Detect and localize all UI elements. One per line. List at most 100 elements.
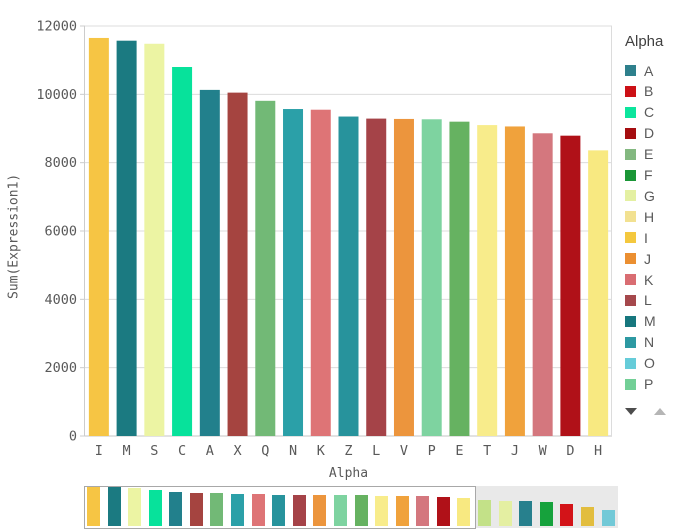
x-tick-label: A <box>206 443 214 459</box>
x-tick-label: E <box>455 443 463 459</box>
legend-label: P <box>644 376 654 390</box>
legend-item-N[interactable]: N <box>625 332 654 353</box>
legend-swatch-P <box>625 378 636 390</box>
y-tick-label: 8000 <box>44 155 77 171</box>
legend-item-J[interactable]: J <box>625 248 651 269</box>
navigator-bar <box>148 490 162 526</box>
bar-P[interactable] <box>421 119 442 437</box>
legend-swatch-B <box>625 85 636 97</box>
legend-item-P[interactable]: P <box>625 374 654 390</box>
bar-Z[interactable] <box>338 116 359 437</box>
navigator-bar <box>436 496 450 526</box>
y-tick-label: 12000 <box>36 19 77 35</box>
x-tick-label: X <box>233 443 241 459</box>
legend-item-B[interactable]: B <box>625 81 653 102</box>
navigator-bar <box>169 492 183 526</box>
navigator-bar <box>580 507 594 526</box>
bar-D[interactable] <box>560 135 581 437</box>
bar-A[interactable] <box>199 89 220 437</box>
legend-label: F <box>644 167 653 183</box>
bar-N[interactable] <box>283 109 304 437</box>
bar-J[interactable] <box>504 126 525 436</box>
x-tick-label: N <box>289 443 297 459</box>
legend-label: N <box>644 334 655 351</box>
bar-T[interactable] <box>477 125 498 436</box>
legend-scroll-up-icon[interactable] <box>654 408 666 415</box>
legend-swatch-N <box>625 336 636 348</box>
bar-M[interactable] <box>116 40 137 437</box>
bar-X[interactable] <box>227 92 248 436</box>
x-tick-label: L <box>372 443 380 459</box>
navigator-bar <box>457 498 471 526</box>
x-tick-label: P <box>428 443 436 459</box>
navigator-bar <box>87 487 100 526</box>
y-tick-label: 10000 <box>36 87 77 103</box>
navigator-bar <box>498 500 512 526</box>
legend-item-A[interactable]: A <box>625 60 653 81</box>
navigator-bar <box>231 494 245 526</box>
legend-label: A <box>644 62 654 79</box>
navigator-bar <box>107 487 121 526</box>
legend-item-E[interactable]: E <box>625 144 653 165</box>
y-tick-label: 2000 <box>44 360 77 376</box>
legend-item-D[interactable]: D <box>625 123 654 144</box>
x-tick-label: M <box>123 443 131 459</box>
legend-scroll-controls <box>618 406 679 418</box>
x-tick-label: T <box>483 443 491 459</box>
x-tick-label: C <box>178 443 186 459</box>
legend-swatch-F <box>625 169 636 181</box>
x-tick-label: K <box>317 443 326 459</box>
bar-K[interactable] <box>310 109 331 436</box>
legend-scroll-down-icon[interactable] <box>625 408 637 415</box>
legend-label: B <box>644 83 654 100</box>
navigator-bar <box>560 504 574 526</box>
x-axis-title: Alpha <box>328 466 369 481</box>
range-navigator <box>84 486 619 529</box>
legend-item-F[interactable]: F <box>625 165 653 186</box>
y-tick-label: 0 <box>69 429 77 445</box>
legend-label: O <box>644 355 655 372</box>
legend-item-I[interactable]: I <box>625 227 648 248</box>
legend-item-H[interactable]: H <box>625 206 654 227</box>
legend-label: D <box>644 125 655 142</box>
navigator-bar <box>292 495 306 526</box>
navigator-bar <box>601 509 615 526</box>
legend-title: Alpha <box>625 33 664 50</box>
legend-item-K[interactable]: K <box>625 269 653 290</box>
y-tick-label: 4000 <box>44 292 77 308</box>
bar-E[interactable] <box>449 121 470 437</box>
legend-item-M[interactable]: M <box>625 311 656 332</box>
x-tick-label: Q <box>261 443 269 459</box>
navigator-bar <box>519 501 533 526</box>
bar-V[interactable] <box>393 118 414 436</box>
legend-label: M <box>644 313 656 330</box>
bar-W[interactable] <box>532 133 553 437</box>
bar-S[interactable] <box>144 43 165 437</box>
legend-label: L <box>644 292 652 309</box>
y-tick-label: 6000 <box>44 224 77 240</box>
legend-item-C[interactable]: C <box>625 102 654 123</box>
navigator-bar <box>210 493 224 526</box>
legend-swatch-H <box>625 211 636 223</box>
legend-item-G[interactable]: G <box>625 185 655 206</box>
bar-Q[interactable] <box>255 100 276 436</box>
legend-item-L[interactable]: L <box>625 290 652 311</box>
legend-swatch-O <box>625 357 636 369</box>
bar-C[interactable] <box>172 67 193 436</box>
legend-swatch-I <box>625 232 636 244</box>
navigator-bar <box>333 495 347 526</box>
navigator-bar <box>189 492 203 526</box>
bar-L[interactable] <box>366 118 387 436</box>
legend-swatch-L <box>625 294 636 306</box>
legend-label: C <box>644 104 655 121</box>
x-tick-label: S <box>150 443 158 459</box>
navigator-bar <box>251 494 265 526</box>
bar-I[interactable] <box>88 37 109 436</box>
navigator-bar <box>313 495 327 526</box>
legend-item-O[interactable]: O <box>625 353 655 374</box>
x-tick-label: J <box>511 443 519 459</box>
bar-H[interactable] <box>588 150 609 436</box>
